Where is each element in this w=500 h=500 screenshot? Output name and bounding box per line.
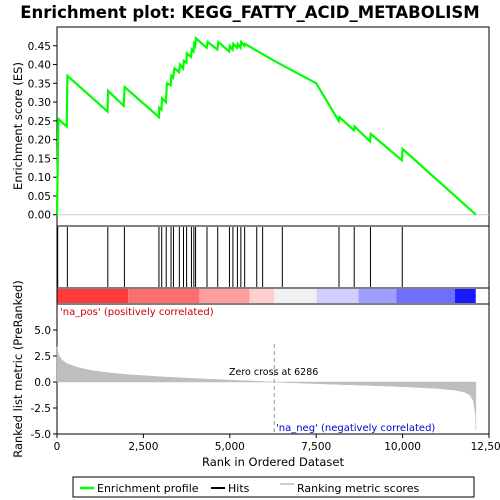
chart-title: Enrichment plot: KEGG_FATTY_ACID_METABOL… xyxy=(20,3,479,22)
es-y-tick-label: 0.25 xyxy=(28,116,51,128)
es-y-tick-label: 0.10 xyxy=(28,172,51,184)
metric-panel: -5.0 -2.5 0.0 2.5 5.0 'na_pos' (positively c… xyxy=(11,280,489,458)
metric-y-tick-label: 5.0 xyxy=(34,325,51,337)
es-y-axis: 0.00 0.05 0.10 0.15 0.20 0.25 0.30 0.35 0.40 0.45 xyxy=(28,41,57,222)
ranking-bar-segment xyxy=(57,289,128,303)
legend-hits-label: Hits xyxy=(228,482,250,495)
es-y-tick-label: 0.35 xyxy=(28,78,51,90)
es-y-tick-label: 0.45 xyxy=(28,41,51,53)
metric-y-tick-label: 2.5 xyxy=(34,351,51,363)
ranking-color-bar xyxy=(57,288,489,304)
hits-panel xyxy=(57,226,489,288)
x-tick-label: 5,000 xyxy=(215,441,245,453)
ranking-bar-segment xyxy=(250,289,275,303)
metric-y-axis: -5.0 -2.5 0.0 2.5 5.0 xyxy=(31,325,58,441)
x-tick-label: 2,500 xyxy=(128,441,158,453)
ranking-bar-segment xyxy=(274,289,316,303)
hits-panel-frame xyxy=(57,226,489,288)
es-panel: 0.00 0.05 0.10 0.15 0.20 0.25 0.30 0.35 0.40 0.45… xyxy=(11,27,489,226)
es-y-tick-label: 0.05 xyxy=(28,191,51,203)
metric-y-label: Ranked list metric (PreRanked) xyxy=(11,280,25,458)
metric-y-tick-label: 0.0 xyxy=(34,377,51,389)
pos-corr-label: 'na_pos' (positively correlated) xyxy=(60,307,214,318)
legend-metric-label: Ranking metric scores xyxy=(297,482,419,495)
ranking-bar-segment xyxy=(455,289,476,303)
x-tick-label: 10,000 xyxy=(384,441,421,453)
neg-corr-label: 'na_neg' (negatively correlated) xyxy=(276,423,435,434)
es-y-tick-label: 0.15 xyxy=(28,153,51,165)
x-axis-label: Rank in Ordered Dataset xyxy=(202,455,345,469)
ranking-bar-segment xyxy=(359,289,397,303)
x-axis: 0 2,500 5,000 7,500 10,000 12,500 xyxy=(54,434,500,453)
es-y-tick-label: 0.40 xyxy=(28,60,51,72)
ranking-bar-segment xyxy=(396,289,455,303)
es-y-tick-label: 0.20 xyxy=(28,135,51,147)
ranking-bar-segment xyxy=(317,289,359,303)
es-panel-frame xyxy=(57,27,489,226)
metric-y-tick-label: -2.5 xyxy=(31,403,52,415)
es-y-tick-label: 0.30 xyxy=(28,97,51,109)
ranking-bar-segment xyxy=(128,289,199,303)
ranking-bar-tail xyxy=(476,289,489,303)
ranking-bar-segment xyxy=(199,289,249,303)
x-tick-label: 7,500 xyxy=(301,441,331,453)
legend: Enrichment profile Hits Ranking metric s… xyxy=(73,477,474,497)
metric-y-tick-label: -5.0 xyxy=(31,429,52,441)
x-tick-label: 0 xyxy=(54,441,61,453)
zero-cross-label: Zero cross at 6286 xyxy=(229,367,318,378)
x-tick-label: 12,500 xyxy=(471,441,500,453)
legend-enrichment-label: Enrichment profile xyxy=(97,482,199,495)
es-y-label: Enrichment score (ES) xyxy=(11,62,25,190)
es-y-tick-label: 0.00 xyxy=(28,210,51,222)
